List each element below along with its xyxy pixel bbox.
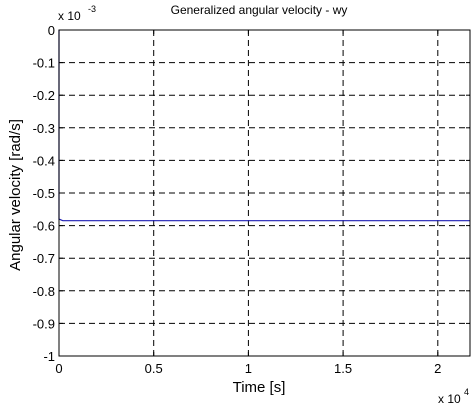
series-line [58, 30, 470, 222]
x-tick-label: 0.5 [145, 361, 163, 376]
x-tick-label: 1.5 [334, 361, 352, 376]
grid [59, 30, 470, 356]
y-tick-label: -0.7 [33, 251, 55, 266]
y-tick-label: -0.1 [33, 56, 55, 71]
y-multiplier-exponent: -3 [88, 4, 96, 14]
chart-title: Generalized angular velocity - wy [171, 3, 348, 17]
x-axis-label: Time [s] [233, 379, 286, 396]
y-tick-label: 0 [48, 23, 55, 38]
series-layer [58, 30, 470, 222]
ticks: 0 0.5 1 1.5 2 0 -0.1 -0.2 -0.3 -0.4 -0.5 -0.6 -0.7 -0… [33, 23, 470, 376]
y-tick-label: -0.4 [33, 153, 55, 168]
y-tick-label: -0.2 [33, 88, 55, 103]
x-multiplier-exponent: 4 [464, 387, 469, 397]
x-tick-label: 1 [245, 361, 252, 376]
y-tick-label: -0.5 [33, 186, 55, 201]
y-axis-label: Angular velocity [rad/s] [7, 119, 24, 271]
y-tick-label: -1 [43, 349, 55, 364]
y-multiplier: x 10 -3 [58, 4, 96, 23]
x-multiplier-base: x 10 [438, 392, 461, 406]
y-multiplier-base: x 10 [58, 9, 81, 23]
y-tick-label: -0.8 [33, 284, 55, 299]
y-tick-label: -0.6 [33, 219, 55, 234]
x-multiplier: x 10 4 [438, 387, 469, 406]
y-tick-label: -0.3 [33, 121, 55, 136]
y-tick-label: -0.9 [33, 316, 55, 331]
x-tick-label: 0 [55, 361, 62, 376]
x-tick-label: 2 [434, 361, 441, 376]
